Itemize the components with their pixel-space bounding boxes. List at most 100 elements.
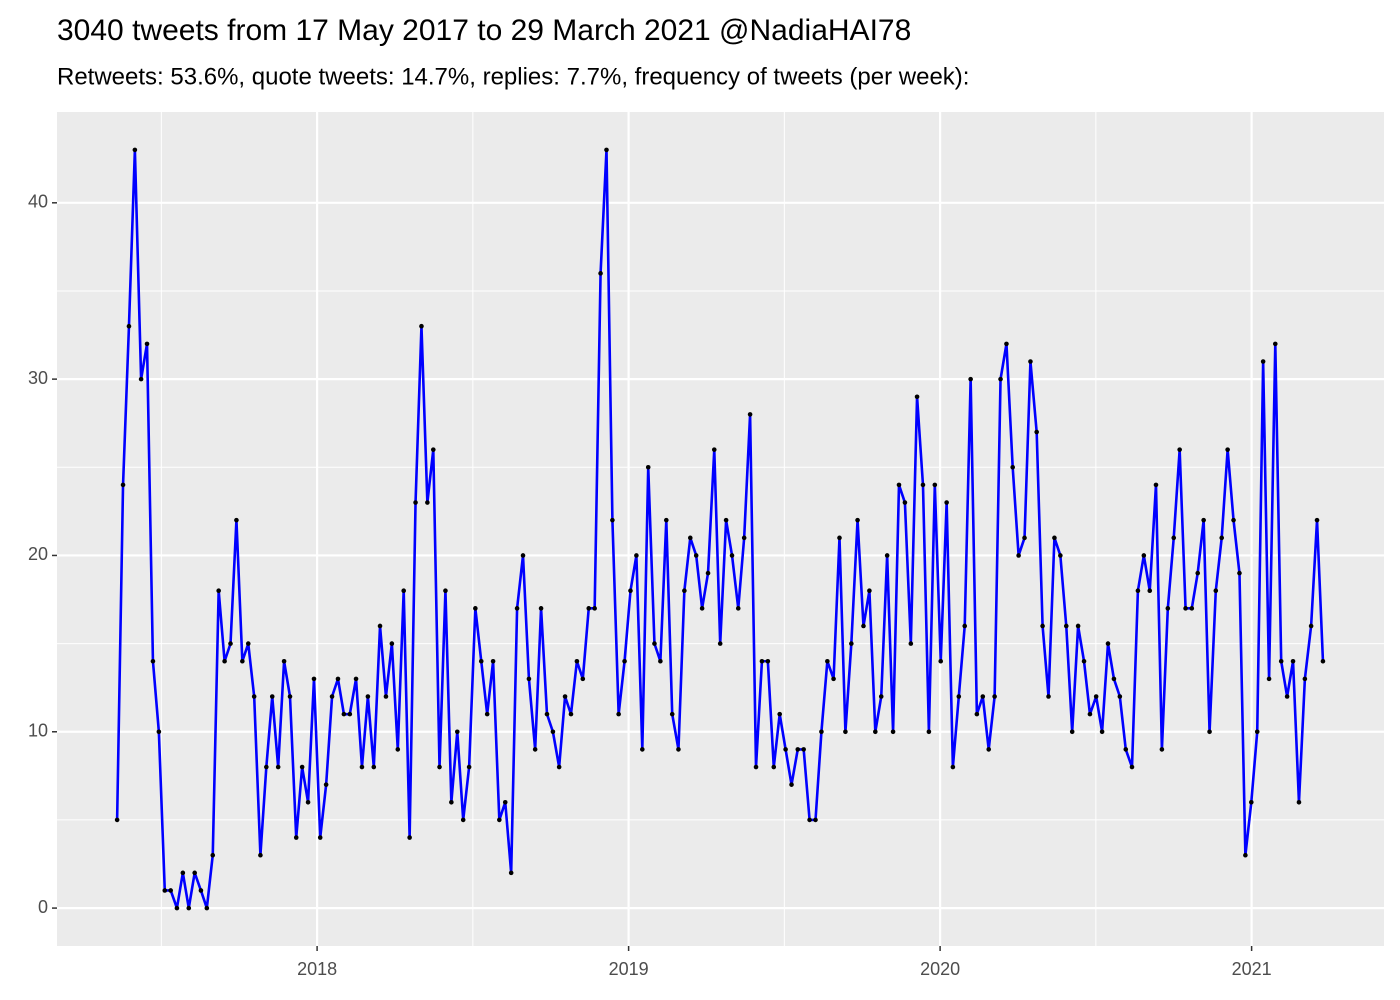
data-point [395, 747, 401, 752]
data-point [1296, 799, 1302, 805]
data-point [443, 588, 448, 594]
y-tick-label: 0 [38, 897, 48, 917]
data-point [873, 729, 878, 735]
data-point [1117, 694, 1123, 699]
data-point [359, 764, 365, 770]
data-point [1153, 482, 1159, 488]
data-point [801, 747, 806, 752]
data-point [753, 764, 759, 770]
data-point [998, 376, 1003, 382]
data-point [813, 817, 818, 823]
data-point [275, 764, 281, 770]
data-point [317, 835, 323, 840]
data-point [771, 764, 777, 770]
data-point [1111, 676, 1117, 682]
data-point [216, 588, 221, 594]
data-point [1087, 711, 1093, 717]
data-point [1129, 764, 1135, 770]
data-point [1302, 676, 1308, 682]
data-point [556, 764, 562, 770]
data-point [449, 799, 454, 805]
data-point [144, 341, 150, 347]
data-point [741, 535, 747, 541]
y-tick-label: 20 [28, 544, 48, 564]
data-point [974, 711, 980, 717]
data-point [347, 711, 353, 717]
data-point [598, 271, 603, 276]
data-point [210, 852, 216, 858]
data-point [843, 729, 848, 735]
data-point [878, 694, 884, 699]
data-point [962, 623, 968, 629]
data-point [652, 641, 657, 646]
data-point [735, 606, 741, 611]
data-point [514, 606, 520, 611]
data-point [1207, 729, 1212, 735]
data-point [1237, 570, 1242, 576]
data-point [986, 747, 992, 752]
data-point [777, 711, 782, 717]
data-point [430, 447, 436, 452]
data-point [950, 764, 956, 770]
data-point [920, 482, 926, 488]
data-point [747, 412, 753, 417]
data-point [723, 517, 729, 523]
data-point [604, 147, 609, 153]
data-point [299, 764, 305, 770]
data-point [968, 376, 973, 382]
data-point [156, 729, 162, 735]
data-point [251, 694, 257, 699]
data-point [413, 500, 418, 505]
data-point [1254, 729, 1260, 735]
data-point [1063, 623, 1069, 629]
data-point [1081, 658, 1087, 664]
data-point [914, 394, 920, 400]
data-point [1058, 553, 1063, 558]
data-point [610, 517, 615, 523]
data-point [126, 323, 132, 329]
data-point [114, 817, 120, 823]
x-tick-label: 2019 [609, 959, 649, 979]
data-point [532, 747, 538, 752]
data-point [1249, 799, 1254, 805]
data-point [855, 517, 860, 523]
data-point [497, 817, 502, 823]
chart-subtitle: Retweets: 53.6%, quote tweets: 14.7%, re… [57, 63, 969, 90]
data-point [1010, 464, 1015, 470]
data-point [682, 588, 687, 594]
data-point [305, 799, 311, 805]
data-point [323, 782, 329, 787]
data-point [1099, 729, 1105, 735]
data-point [473, 606, 478, 611]
data-point [628, 588, 633, 594]
data-point [538, 606, 544, 611]
data-point [1189, 606, 1195, 611]
data-point [687, 535, 693, 541]
data-point [1040, 623, 1045, 629]
data-point [944, 500, 949, 505]
data-point [502, 799, 508, 805]
y-tick-label: 10 [28, 721, 48, 741]
data-point [634, 553, 639, 558]
data-point [287, 694, 293, 699]
data-point [228, 641, 233, 646]
data-point [902, 500, 908, 505]
data-point [562, 694, 568, 699]
data-point [353, 676, 359, 682]
data-point [258, 852, 263, 858]
data-point [717, 641, 723, 646]
data-point [640, 747, 645, 752]
data-point [1171, 535, 1177, 541]
data-point [890, 729, 896, 735]
data-point [407, 835, 412, 840]
data-point [1052, 535, 1057, 541]
data-point [1069, 729, 1075, 735]
data-point [658, 658, 663, 664]
data-point [269, 694, 275, 699]
data-point [335, 676, 341, 682]
data-point [419, 323, 424, 329]
data-point [1213, 588, 1219, 594]
data-point [1046, 694, 1051, 699]
data-point [896, 482, 902, 488]
